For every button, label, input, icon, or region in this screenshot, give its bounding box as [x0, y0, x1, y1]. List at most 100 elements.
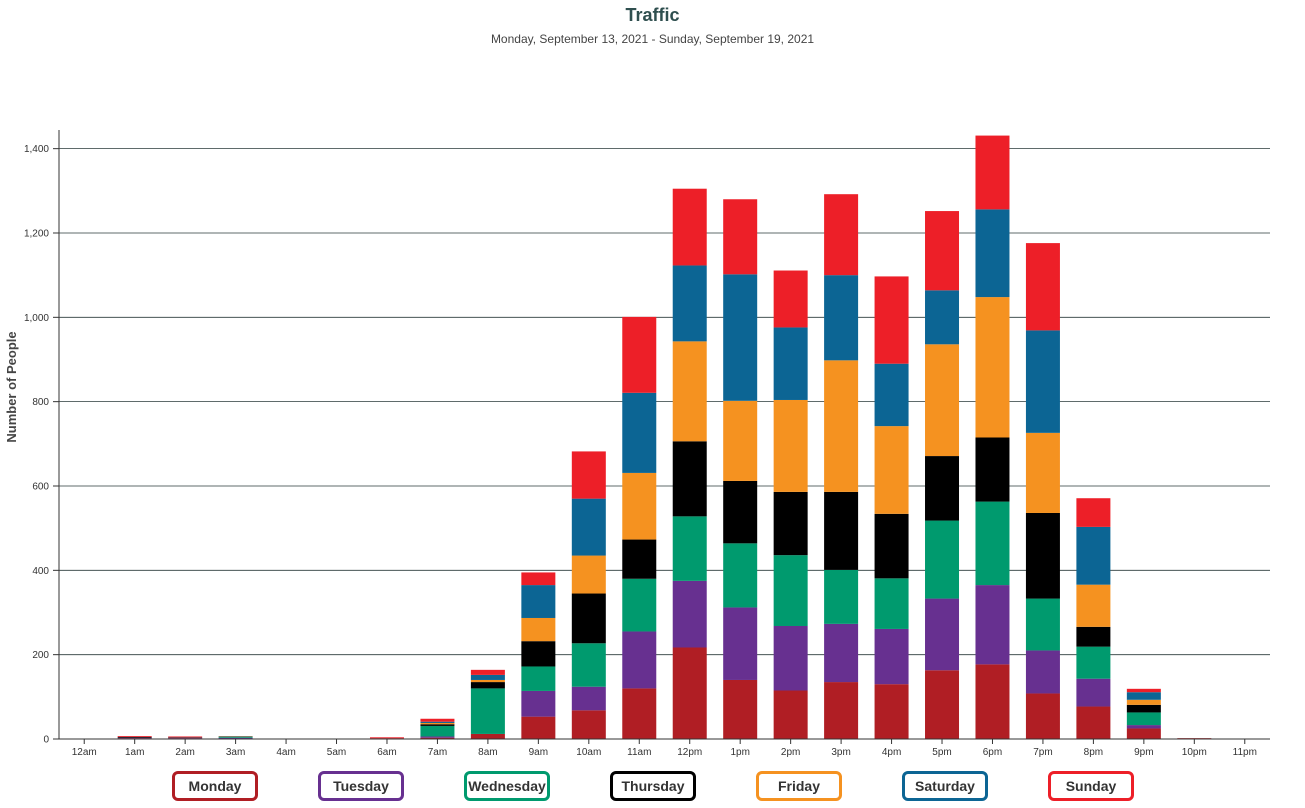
- bar-1pm-tuesday[interactable]: [723, 607, 758, 680]
- bar-9am-friday[interactable]: [521, 617, 556, 642]
- bar-11am-thursday[interactable]: [622, 539, 657, 579]
- bar-1pm-friday[interactable]: [723, 400, 758, 481]
- bar-10am-friday[interactable]: [571, 555, 606, 594]
- bar-1pm-saturday[interactable]: [723, 274, 758, 401]
- bar-10am-saturday[interactable]: [571, 498, 606, 556]
- bar-12pm-saturday[interactable]: [672, 265, 707, 342]
- bar-3pm-thursday[interactable]: [824, 491, 859, 570]
- bar-12pm-monday[interactable]: [672, 647, 707, 739]
- bar-3am-friday[interactable]: [218, 736, 253, 737]
- legend-item-saturday[interactable]: Saturday: [902, 771, 988, 801]
- legend-item-thursday[interactable]: Thursday: [610, 771, 696, 801]
- bar-6pm-monday[interactable]: [975, 664, 1010, 739]
- bar-3am-wednesday[interactable]: [218, 736, 253, 738]
- bar-8pm-friday[interactable]: [1076, 584, 1111, 627]
- bar-9am-wednesday[interactable]: [521, 666, 556, 691]
- bar-9am-tuesday[interactable]: [521, 690, 556, 717]
- bar-2am-sunday[interactable]: [168, 736, 203, 738]
- bar-8am-friday[interactable]: [470, 679, 505, 683]
- bar-10am-monday[interactable]: [571, 710, 606, 739]
- bar-7am-thursday[interactable]: [420, 724, 455, 726]
- bar-6pm-thursday[interactable]: [975, 437, 1010, 502]
- bar-8am-saturday[interactable]: [470, 674, 505, 680]
- bar-10am-tuesday[interactable]: [571, 686, 606, 711]
- bar-1am-tuesday[interactable]: [117, 737, 152, 739]
- bar-7am-monday[interactable]: [420, 737, 455, 739]
- bar-4pm-friday[interactable]: [874, 426, 909, 514]
- bar-11am-friday[interactable]: [622, 472, 657, 540]
- legend-item-wednesday[interactable]: Wednesday: [464, 771, 550, 801]
- bar-11am-sunday[interactable]: [622, 316, 657, 393]
- bar-9am-saturday[interactable]: [521, 585, 556, 618]
- bar-11am-wednesday[interactable]: [622, 578, 657, 632]
- bar-9am-monday[interactable]: [521, 716, 556, 739]
- bar-8pm-monday[interactable]: [1076, 706, 1111, 739]
- bar-2am-thursday[interactable]: [168, 737, 203, 738]
- bar-6pm-friday[interactable]: [975, 297, 1010, 438]
- bar-6pm-wednesday[interactable]: [975, 501, 1010, 586]
- bar-1pm-thursday[interactable]: [723, 480, 758, 544]
- legend-item-friday[interactable]: Friday: [756, 771, 842, 801]
- bar-7pm-thursday[interactable]: [1025, 512, 1060, 599]
- bar-2pm-sunday[interactable]: [773, 270, 808, 328]
- bar-4pm-saturday[interactable]: [874, 363, 909, 427]
- bar-7pm-friday[interactable]: [1025, 432, 1060, 513]
- bar-9pm-thursday[interactable]: [1126, 704, 1161, 713]
- bar-5pm-saturday[interactable]: [925, 290, 960, 345]
- bar-12pm-tuesday[interactable]: [672, 580, 707, 648]
- bar-6pm-sunday[interactable]: [975, 135, 1010, 210]
- bar-4pm-monday[interactable]: [874, 684, 909, 739]
- bar-2am-tuesday[interactable]: [168, 737, 203, 739]
- bar-9pm-tuesday[interactable]: [1126, 725, 1161, 729]
- bar-2pm-saturday[interactable]: [773, 327, 808, 400]
- bar-5pm-friday[interactable]: [925, 344, 960, 457]
- bar-10am-wednesday[interactable]: [571, 643, 606, 687]
- bar-7am-friday[interactable]: [420, 722, 455, 725]
- bar-8pm-wednesday[interactable]: [1076, 646, 1111, 679]
- bar-7pm-sunday[interactable]: [1025, 243, 1060, 331]
- legend-item-sunday[interactable]: Sunday: [1048, 771, 1134, 801]
- bar-9am-thursday[interactable]: [521, 641, 556, 667]
- bar-8am-monday[interactable]: [470, 733, 505, 739]
- bar-3am-tuesday[interactable]: [218, 737, 253, 739]
- bar-4pm-tuesday[interactable]: [874, 628, 909, 685]
- bar-8pm-tuesday[interactable]: [1076, 678, 1111, 707]
- bar-7am-wednesday[interactable]: [420, 725, 455, 737]
- bar-8pm-thursday[interactable]: [1076, 626, 1111, 647]
- bar-9pm-saturday[interactable]: [1126, 692, 1161, 700]
- bar-7pm-monday[interactable]: [1025, 693, 1060, 739]
- bar-12pm-wednesday[interactable]: [672, 516, 707, 581]
- bar-3am-saturday[interactable]: [218, 736, 253, 737]
- legend-item-monday[interactable]: Monday: [172, 771, 258, 801]
- bar-2pm-tuesday[interactable]: [773, 625, 808, 691]
- bar-3pm-friday[interactable]: [824, 360, 859, 492]
- bar-11am-saturday[interactable]: [622, 392, 657, 473]
- bar-5pm-wednesday[interactable]: [925, 520, 960, 599]
- bar-5pm-sunday[interactable]: [925, 211, 960, 291]
- bar-3pm-saturday[interactable]: [824, 275, 859, 361]
- bar-7am-tuesday[interactable]: [420, 736, 455, 738]
- bar-3pm-tuesday[interactable]: [824, 623, 859, 683]
- bar-7am-saturday[interactable]: [420, 721, 455, 723]
- bar-1pm-wednesday[interactable]: [723, 543, 758, 608]
- bar-4pm-wednesday[interactable]: [874, 578, 909, 629]
- bar-4pm-sunday[interactable]: [874, 276, 909, 364]
- bar-1pm-monday[interactable]: [723, 679, 758, 739]
- bar-12pm-thursday[interactable]: [672, 441, 707, 517]
- bar-10am-sunday[interactable]: [571, 451, 606, 499]
- bar-8pm-saturday[interactable]: [1076, 526, 1111, 585]
- bar-2pm-wednesday[interactable]: [773, 555, 808, 626]
- bar-7pm-saturday[interactable]: [1025, 330, 1060, 433]
- bar-2pm-thursday[interactable]: [773, 491, 808, 556]
- bar-1am-thursday[interactable]: [117, 736, 152, 738]
- bar-8am-wednesday[interactable]: [470, 688, 505, 734]
- bar-6pm-tuesday[interactable]: [975, 585, 1010, 665]
- bar-8pm-sunday[interactable]: [1076, 498, 1111, 527]
- bar-9am-sunday[interactable]: [521, 572, 556, 586]
- bar-8am-thursday[interactable]: [470, 682, 505, 689]
- bar-10am-thursday[interactable]: [571, 593, 606, 644]
- bar-5pm-monday[interactable]: [925, 670, 960, 739]
- legend-item-tuesday[interactable]: Tuesday: [318, 771, 404, 801]
- bar-3pm-monday[interactable]: [824, 682, 859, 739]
- bar-9pm-sunday[interactable]: [1126, 688, 1161, 693]
